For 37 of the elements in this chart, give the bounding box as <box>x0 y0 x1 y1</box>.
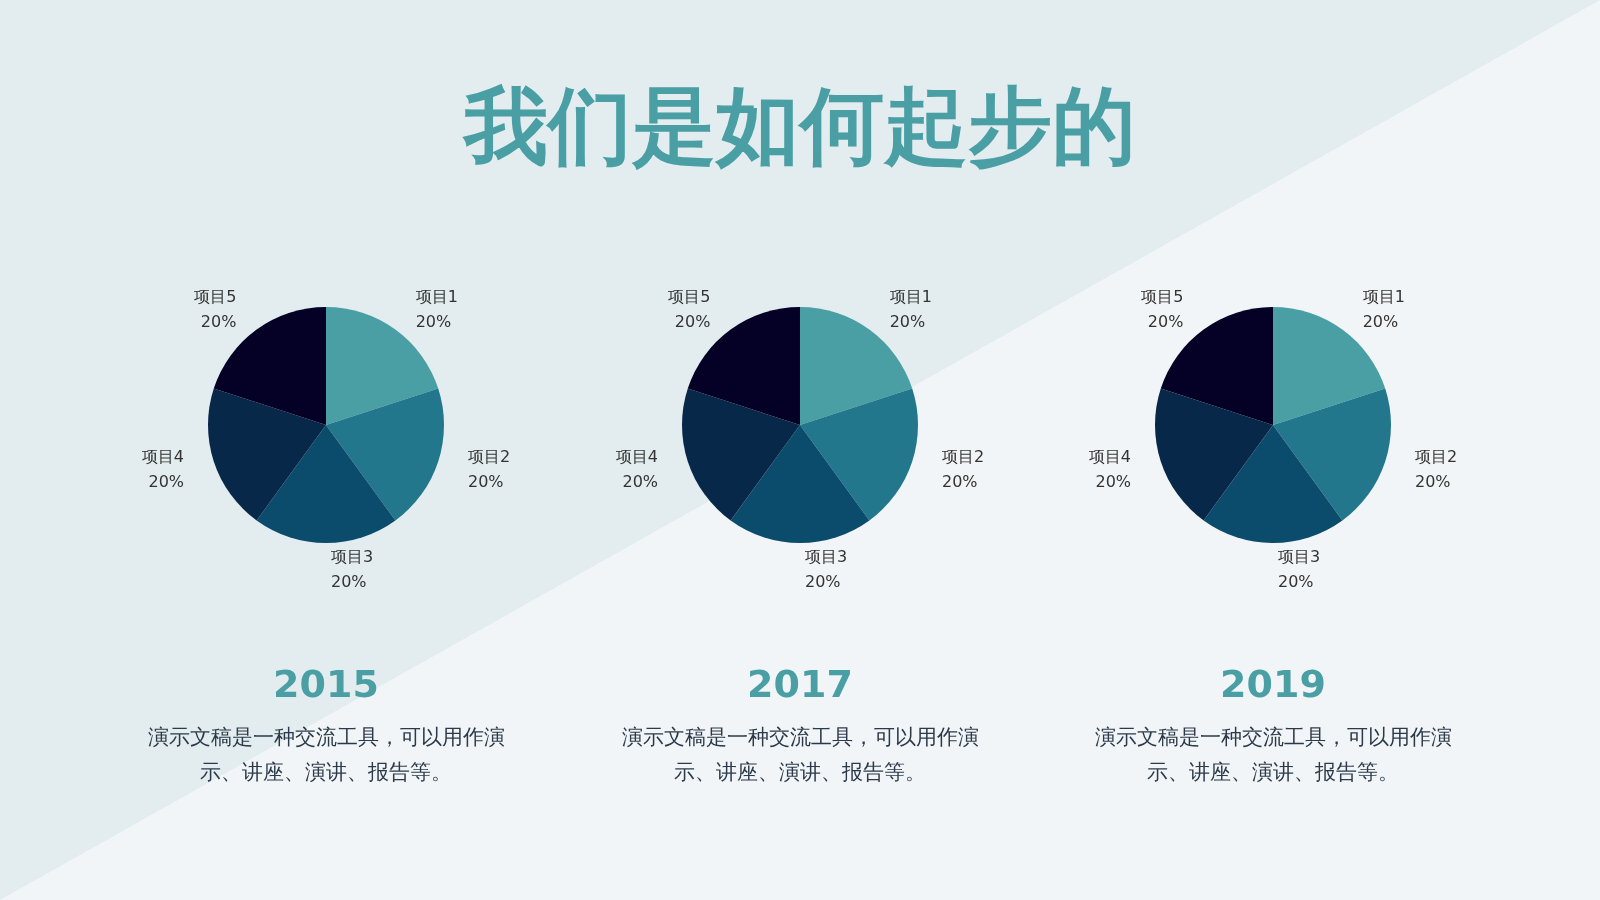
data-label: 20% <box>1414 472 1451 492</box>
data-label: 20% <box>1278 572 1314 591</box>
slice-label: 项目1 <box>415 286 458 306</box>
data-label: 20% <box>1095 472 1132 492</box>
data-label: 20% <box>941 472 978 492</box>
slice-label: 项目4 <box>141 447 185 467</box>
text: 2019 <box>1219 662 1327 706</box>
slice-label: 项目5 <box>668 286 711 306</box>
slice-label: 项目4 <box>1088 447 1132 467</box>
data-label: 20% <box>1362 311 1399 331</box>
slice-label: 项目2 <box>1414 447 1458 467</box>
slice-label: 项目1 <box>889 286 932 306</box>
slice-label: 项目5 <box>194 286 237 306</box>
slice-label: 项目2 <box>467 447 511 467</box>
data-label: 20% <box>200 311 237 331</box>
text: 演示文稿是一种交流工具，可以用作演示、讲座、演讲、报告等。 <box>146 724 506 786</box>
data-label: 20% <box>674 311 711 331</box>
data-label: 20% <box>805 572 841 591</box>
slice-label: 项目3 <box>1278 547 1321 566</box>
data-label: 20% <box>148 472 185 492</box>
slice-label: 项目3 <box>805 547 848 566</box>
data-label: 20% <box>415 311 452 331</box>
text: 演示文稿是一种交流工具，可以用作演示、讲座、演讲、报告等。 <box>620 724 980 786</box>
data-label: 20% <box>467 472 504 492</box>
slice-label: 项目3 <box>331 547 374 566</box>
text: 2015 <box>272 662 380 706</box>
data-label: 20% <box>622 472 659 492</box>
slice-label: 项目1 <box>1362 286 1405 306</box>
data-label: 20% <box>1147 311 1184 331</box>
slice-label: 项目5 <box>1141 286 1184 306</box>
slice-label: 项目2 <box>941 447 985 467</box>
text: 我们是如何起步的 <box>461 76 1137 177</box>
slice-label: 项目4 <box>615 447 659 467</box>
text: 2017 <box>746 662 854 706</box>
data-label: 20% <box>889 311 926 331</box>
text: 演示文稿是一种交流工具，可以用作演示、讲座、演讲、报告等。 <box>1093 724 1453 786</box>
data-label: 20% <box>331 572 367 591</box>
